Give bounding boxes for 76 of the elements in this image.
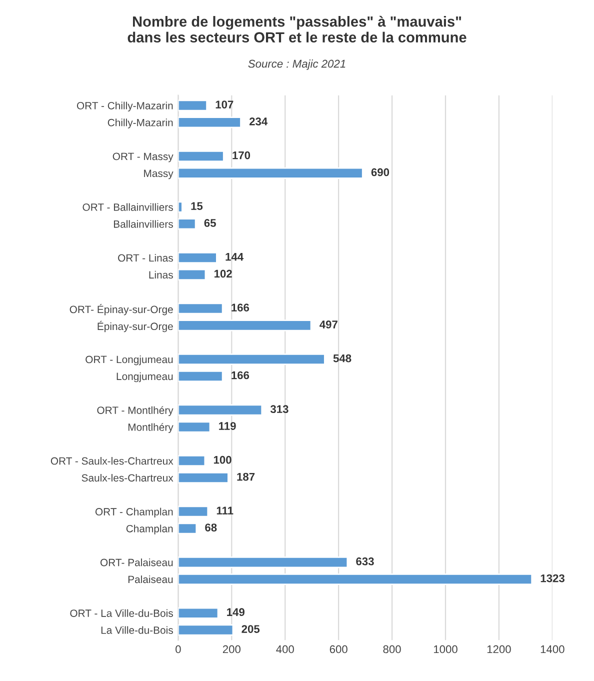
data-label: 166 — [232, 304, 250, 312]
y-tick-label: ORT - Champlan — [95, 508, 173, 518]
y-tick-label: Linas — [149, 270, 173, 279]
bar — [178, 252, 218, 264]
y-tick-label: ORT - Montlhéry — [97, 406, 174, 416]
bar — [178, 455, 206, 467]
y-tick-label: Saulx-les-Chartreux — [82, 474, 174, 482]
bar — [178, 167, 364, 179]
data-label: 102 — [214, 270, 232, 278]
chart-subtitle: Source : Majic 2021 — [248, 60, 346, 70]
data-label: 690 — [371, 168, 390, 176]
y-tick-label: ORT - Longjumeau — [86, 356, 173, 366]
y-tick-label: La Ville-du-Bois — [101, 626, 173, 634]
x-tick-label: 0 — [176, 645, 181, 654]
x-tick-label: 400 — [276, 645, 294, 654]
bar — [178, 370, 224, 382]
y-tick-label: ORT- Palaiseau — [100, 558, 173, 566]
data-label: 65 — [204, 219, 216, 227]
data-label: 313 — [270, 405, 288, 414]
bar — [178, 268, 206, 280]
data-label: 15 — [191, 202, 203, 210]
y-tick-label: ORT - Ballainvilliers — [82, 203, 173, 211]
bar — [178, 404, 263, 416]
data-label: 234 — [249, 118, 268, 126]
x-tick-label: 600 — [330, 645, 348, 654]
data-label: 119 — [219, 422, 236, 430]
bar — [178, 506, 209, 518]
chart-title: Nombre de logements "passables" à "mauvais" dans les secteurs ORT et le reste de la commune — [128, 16, 466, 43]
y-tick-label: Palaiseau — [128, 575, 173, 584]
bar — [178, 472, 229, 484]
data-label: 144 — [226, 252, 244, 261]
bar — [178, 100, 208, 112]
data-label: 205 — [242, 625, 260, 633]
bar — [178, 556, 348, 568]
data-label: 107 — [216, 100, 234, 108]
y-tick-label: ORT - La Ville-du-Bois — [70, 609, 173, 617]
y-tick-label: ORT - Massy — [112, 152, 174, 162]
y-tick-label: Montlhéry — [128, 423, 174, 433]
bar — [178, 201, 183, 213]
bar — [178, 218, 196, 230]
bar — [178, 522, 198, 534]
data-label: 111 — [216, 506, 234, 514]
x-tick-label: 200 — [222, 645, 240, 654]
bar — [178, 320, 312, 332]
bar — [178, 302, 224, 314]
bar — [178, 150, 224, 162]
y-tick-label: ORT- Épinay-sur-Orge — [70, 304, 173, 316]
y-tick-label: Épinay-sur-Orge — [98, 320, 173, 332]
data-label: 100 — [214, 456, 232, 464]
y-tick-label: Champlan — [126, 524, 173, 534]
y-tick-label: Chilly-Mazarin — [108, 118, 173, 128]
data-label: 68 — [205, 524, 217, 532]
y-tick-label: Massy — [144, 170, 174, 180]
data-label: 166 — [232, 371, 250, 380]
y-tick-label: Ballainvilliers — [114, 220, 173, 228]
y-tick-label: ORT - Saulx-les-Chartreux — [50, 457, 174, 465]
data-label: 497 — [320, 320, 338, 328]
x-tick-label: 1200 — [487, 645, 511, 654]
y-tick-label: ORT - Chilly-Mazarin — [76, 102, 173, 112]
y-tick-label: ORT - Linas — [118, 254, 173, 262]
bar — [178, 607, 219, 619]
y-tick-label: Longjumeau — [116, 372, 173, 382]
data-label: 149 — [227, 608, 244, 616]
bar — [178, 421, 211, 433]
bar — [178, 573, 533, 585]
bar — [178, 354, 326, 366]
bar — [178, 116, 242, 128]
data-label: 633 — [356, 557, 374, 566]
x-tick-label: 1400 — [540, 645, 564, 654]
data-label: 548 — [333, 354, 352, 362]
x-tick-label: 1000 — [434, 645, 458, 654]
data-label: 170 — [232, 151, 250, 160]
data-label: 1323 — [540, 574, 564, 582]
x-tick-label: 800 — [383, 645, 401, 654]
data-label: 187 — [237, 472, 255, 481]
bar — [178, 624, 234, 636]
